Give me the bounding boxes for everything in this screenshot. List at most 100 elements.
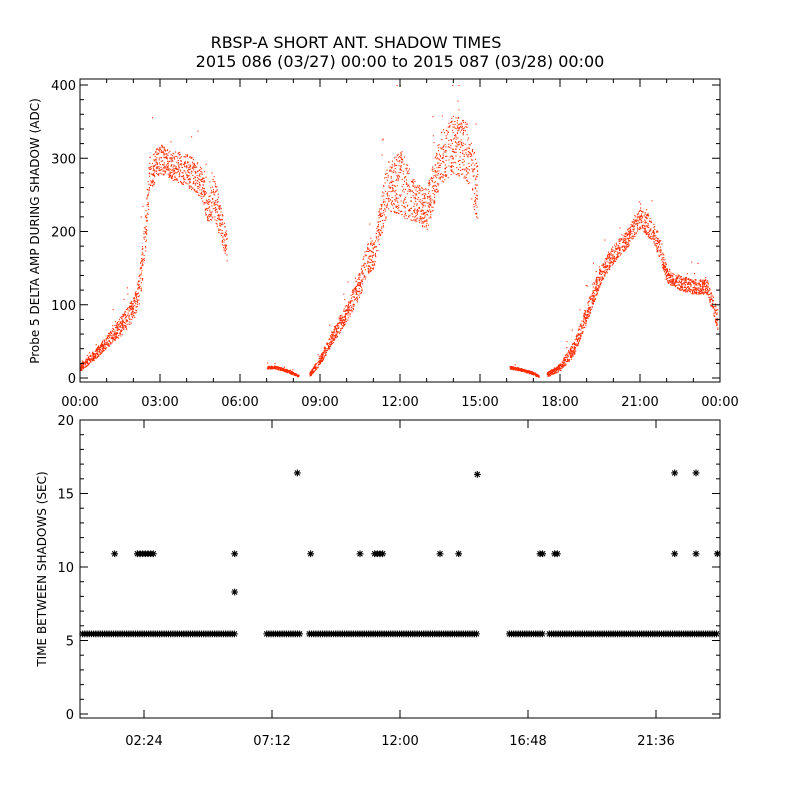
amplitude-point	[163, 162, 165, 164]
amplitude-point	[431, 179, 433, 181]
amplitude-point	[670, 276, 672, 278]
amplitude-point	[154, 159, 156, 161]
amplitude-point	[465, 152, 467, 154]
amplitude-point	[629, 235, 631, 237]
amplitude-point	[322, 356, 324, 358]
amplitude-point	[424, 215, 426, 217]
amplitude-point	[436, 155, 438, 157]
amplitude-point	[219, 207, 221, 209]
amplitude-point	[125, 316, 127, 318]
amplitude-point	[441, 158, 443, 160]
amplitude-point	[670, 284, 672, 286]
amplitude-point	[398, 157, 400, 159]
amplitude-point	[667, 281, 669, 283]
amplitude-point	[523, 370, 525, 372]
amplitude-point	[432, 186, 434, 188]
amplitude-point	[609, 259, 611, 261]
amplitude-point	[164, 168, 166, 170]
amplitude-point	[151, 180, 153, 182]
amplitude-point	[552, 373, 554, 375]
amplitude-point	[115, 333, 117, 335]
amplitude-point	[320, 360, 322, 362]
amplitude-point	[112, 309, 114, 311]
amplitude-point	[445, 175, 447, 177]
amplitude-point	[563, 358, 565, 360]
amplitude-point	[102, 346, 104, 348]
amplitude-point	[432, 206, 434, 208]
amplitude-point	[280, 369, 282, 371]
amplitude-point	[356, 296, 358, 298]
amplitude-point	[107, 338, 109, 340]
amplitude-point	[155, 164, 157, 166]
amplitude-point	[591, 293, 593, 295]
amplitude-point	[637, 213, 639, 215]
amplitude-point	[331, 337, 333, 339]
amplitude-point	[532, 373, 534, 375]
amplitude-point	[561, 365, 563, 367]
amplitude-point	[310, 374, 312, 376]
amplitude-point	[386, 172, 388, 174]
amplitude-point	[397, 174, 399, 176]
amplitude-point	[682, 284, 684, 286]
amplitude-point	[402, 158, 404, 160]
amplitude-point	[99, 353, 101, 355]
amplitude-point	[281, 369, 283, 371]
amplitude-point	[332, 333, 334, 335]
amplitude-point	[112, 328, 114, 330]
amplitude-point	[647, 236, 649, 238]
amplitude-point	[663, 268, 665, 270]
amplitude-point	[205, 208, 207, 210]
amplitude-point	[414, 180, 416, 182]
amplitude-point	[659, 251, 661, 253]
amplitude-point	[359, 284, 361, 286]
amplitude-point	[629, 238, 631, 240]
amplitude-point	[142, 205, 144, 207]
amplitude-point	[127, 309, 129, 311]
amplitude-point	[343, 293, 345, 295]
amplitude-point	[103, 342, 105, 344]
amplitude-point	[656, 230, 658, 232]
amplitude-point	[210, 187, 212, 189]
amplitude-point	[383, 185, 385, 187]
amplitude-point	[211, 216, 213, 218]
amplitude-point	[677, 278, 679, 280]
amplitude-point	[396, 200, 398, 202]
amplitude-point	[568, 350, 570, 352]
amplitude-point	[393, 165, 395, 167]
amplitude-point	[581, 327, 583, 329]
amplitude-point	[401, 178, 403, 180]
amplitude-point	[620, 239, 622, 241]
amplitude-point	[94, 350, 96, 352]
amplitude-point	[90, 354, 92, 356]
amplitude-point	[695, 282, 697, 284]
amplitude-point	[354, 290, 356, 292]
amplitude-point	[170, 171, 172, 173]
amplitude-point	[208, 220, 210, 222]
amplitude-point	[179, 153, 181, 155]
amplitude-point	[197, 180, 199, 182]
amplitude-point	[427, 224, 429, 226]
amplitude-point	[313, 365, 315, 367]
amplitude-point	[194, 165, 196, 167]
amplitude-point	[625, 247, 627, 249]
amplitude-point	[607, 269, 609, 271]
amplitude-point	[569, 351, 571, 353]
amplitude-point	[381, 232, 383, 234]
amplitude-point	[689, 279, 691, 281]
amplitude-point	[358, 294, 360, 296]
amplitude-point	[416, 220, 418, 222]
amplitude-point	[513, 367, 515, 369]
amplitude-point	[599, 271, 601, 273]
amplitude-point	[152, 180, 154, 182]
amplitude-point	[392, 187, 394, 189]
amplitude-point	[441, 148, 443, 150]
amplitude-point	[426, 222, 428, 224]
amplitude-point	[155, 151, 157, 153]
amplitude-point	[609, 258, 611, 260]
amplitude-point	[403, 191, 405, 193]
amplitude-point	[218, 214, 220, 216]
amplitude-point	[398, 178, 400, 180]
amplitude-point	[373, 244, 375, 246]
amplitude-point	[362, 283, 364, 285]
amplitude-point	[525, 370, 527, 372]
